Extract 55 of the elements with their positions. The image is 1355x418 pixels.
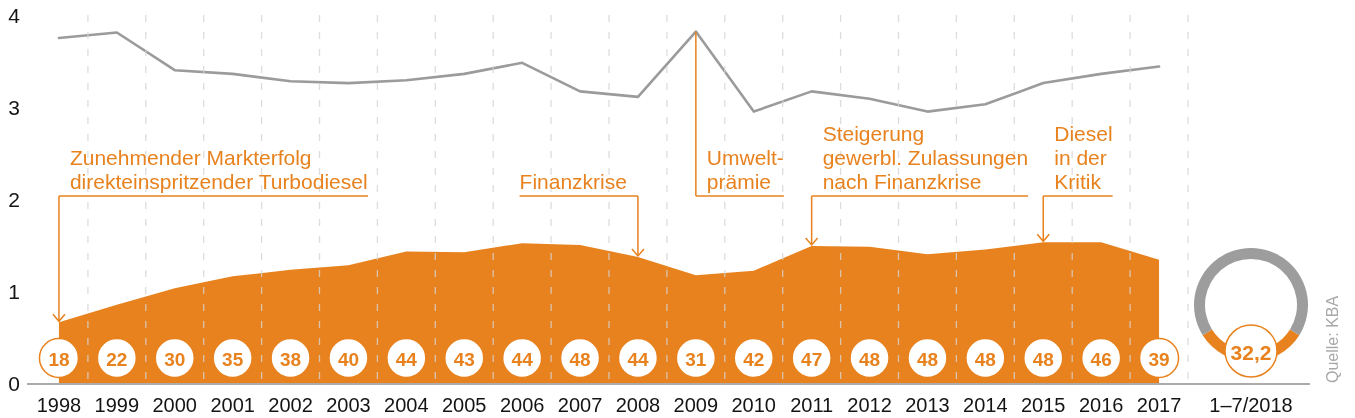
x-tick-label: 2000 xyxy=(152,394,197,416)
x-tick-label: 2002 xyxy=(268,394,313,416)
annotation: 46 xyxy=(1090,348,1112,370)
x-tick-label: 1999 xyxy=(94,394,140,416)
y-tick-label: 4 xyxy=(8,3,21,27)
annotation: 30 xyxy=(164,348,186,370)
annotation: 48 xyxy=(916,348,939,370)
annotation: 39 xyxy=(1148,348,1170,370)
annotation: 22 xyxy=(106,348,128,370)
x-tick-label: 2004 xyxy=(384,394,429,416)
annotation: 43 xyxy=(453,348,475,370)
annotation: 35 xyxy=(222,348,244,370)
annotation: Umwelt- prämie xyxy=(706,146,784,193)
x-tick-label: 2001 xyxy=(210,394,255,416)
data-label: 32,2 xyxy=(1230,340,1272,364)
annotation: 44 xyxy=(511,348,534,370)
annotation: 44 xyxy=(627,348,649,370)
source-note: Quelle: KBA xyxy=(1324,295,1341,383)
x-tick-label: 2010 xyxy=(731,394,776,416)
y-tick-label: 1 xyxy=(8,279,20,303)
x-tick-label: 2017 xyxy=(1136,394,1182,416)
annotation: 48 xyxy=(974,348,996,370)
x-tick-label: 2014 xyxy=(963,394,1008,416)
annotation: 44 xyxy=(395,348,418,370)
annotation: 40 xyxy=(337,348,360,370)
annotation: Steigerung gewerbl. Zulassungen nach Finanzkrise xyxy=(822,122,1029,193)
y-tick-label: 0 xyxy=(8,371,20,395)
annotation: Diesel in der Kritik xyxy=(1054,122,1113,193)
x-tick-label: 2003 xyxy=(326,394,371,416)
annotation: Zunehmender Markterfolg direkteinspritzender Turbodiesel xyxy=(69,146,368,193)
annotation: 31 xyxy=(685,348,707,370)
annotation: 18 xyxy=(48,348,70,370)
y-tick-label: 2 xyxy=(8,187,20,211)
donut-slice xyxy=(1194,248,1308,336)
x-tick-label: 1998 xyxy=(36,394,82,416)
x-tick-label: 2006 xyxy=(499,394,545,416)
x-tick-label: 2008 xyxy=(615,394,661,416)
x-tick-label: 2005 xyxy=(442,394,487,416)
y-tick-label: 3 xyxy=(8,95,20,119)
text: 1–7/2018 xyxy=(1209,394,1293,416)
x-tick-label: 2007 xyxy=(557,394,603,416)
annotation: 47 xyxy=(801,348,823,370)
x-tick-label: 2015 xyxy=(1021,394,1066,416)
x-tick-label: 2016 xyxy=(1078,394,1124,416)
x-tick-label: 2013 xyxy=(905,394,950,416)
line-series xyxy=(57,30,1161,113)
annotation: 48 xyxy=(858,348,881,370)
annotation: 42 xyxy=(743,348,765,370)
x-tick-label: 2009 xyxy=(673,394,719,416)
x-tick-label: 2011 xyxy=(790,394,834,416)
annotation: 48 xyxy=(1032,348,1054,370)
annotation: Finanzkrise xyxy=(519,170,627,193)
annotation: 48 xyxy=(569,348,591,370)
x-tick-label: 2012 xyxy=(847,394,892,416)
annotation: 38 xyxy=(279,348,302,370)
